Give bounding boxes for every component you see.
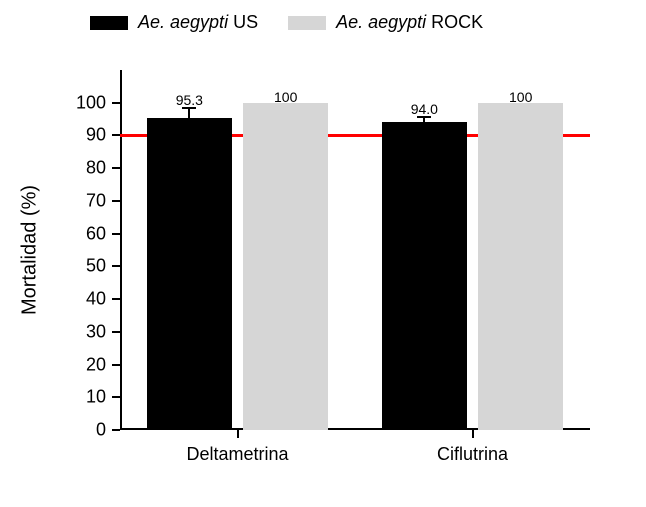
bar-value-label: 100 [274,89,297,105]
y-tick-label: 70 [48,190,106,211]
y-tick [112,396,120,398]
bar [478,103,563,430]
bar-value-label: 94.0 [411,101,438,117]
y-tick [112,429,120,431]
legend-swatch-us [90,16,128,30]
y-axis-line [120,70,122,430]
chart-container: Ae. aegypti US Ae. aegypti ROCK Mortalid… [0,0,646,507]
y-axis-title: Mortalidad (%) [19,185,42,315]
y-tick [112,364,120,366]
bar [147,118,232,430]
legend: Ae. aegypti US Ae. aegypti ROCK [90,12,483,33]
legend-label-rock: Ae. aegypti ROCK [336,12,483,33]
legend-label-us-plain: US [228,12,258,32]
y-tick-label: 90 [48,125,106,146]
legend-item-us: Ae. aegypti US [90,12,258,33]
x-tick-label: Ciflutrina [437,444,508,465]
plot-area: 95.3 100 94.0 100 [120,70,590,430]
y-tick-label: 80 [48,158,106,179]
legend-label-us: Ae. aegypti US [138,12,258,33]
bar-value-label: 100 [509,89,532,105]
x-tick [472,430,474,438]
y-tick [112,134,120,136]
y-tick-label: 10 [48,387,106,408]
y-tick [112,233,120,235]
error-bar-cap [182,107,196,109]
legend-label-rock-plain: ROCK [426,12,483,32]
legend-item-rock: Ae. aegypti ROCK [288,12,483,33]
legend-label-us-italic: Ae. aegypti [138,12,228,32]
y-tick-label: 20 [48,354,106,375]
y-tick-label: 50 [48,256,106,277]
y-tick [112,298,120,300]
error-bar-stem [188,108,190,118]
y-tick-label: 40 [48,289,106,310]
y-tick-label: 30 [48,321,106,342]
y-tick [112,102,120,104]
y-tick [112,331,120,333]
y-tick [112,167,120,169]
legend-label-rock-italic: Ae. aegypti [336,12,426,32]
bar-value-label: 95.3 [176,92,203,108]
y-tick [112,265,120,267]
y-tick-label: 0 [48,420,106,441]
y-tick-label: 60 [48,223,106,244]
y-tick [112,200,120,202]
x-tick [237,430,239,438]
legend-swatch-rock [288,16,326,30]
error-bar-cap [417,116,431,118]
bar [382,122,467,430]
y-tick-label: 100 [48,92,106,113]
x-tick-label: Deltametrina [186,444,288,465]
bar [243,103,328,430]
